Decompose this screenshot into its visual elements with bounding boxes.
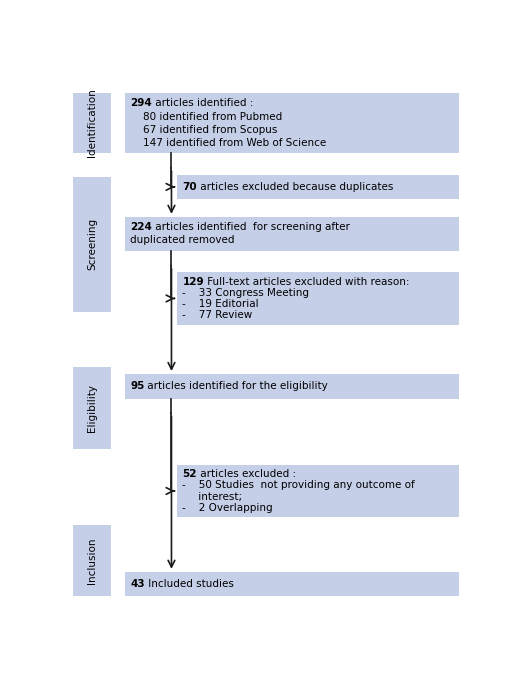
Text: Full-text articles excluded with reason:: Full-text articles excluded with reason:: [204, 277, 409, 287]
Text: articles identified :: articles identified :: [152, 99, 253, 108]
Text: Included studies: Included studies: [145, 579, 234, 589]
FancyBboxPatch shape: [73, 525, 111, 597]
Text: 294: 294: [130, 99, 152, 108]
Text: -    19 Editorial: - 19 Editorial: [182, 299, 259, 309]
Text: 95: 95: [130, 382, 144, 391]
FancyBboxPatch shape: [73, 92, 111, 153]
Text: -    33 Congress Meeting: - 33 Congress Meeting: [182, 288, 309, 298]
FancyBboxPatch shape: [125, 92, 459, 153]
Text: Eligibility: Eligibility: [87, 384, 97, 432]
FancyBboxPatch shape: [177, 272, 459, 325]
Text: -    50 Studies  not providing any outcome of: - 50 Studies not providing any outcome o…: [182, 480, 415, 490]
FancyBboxPatch shape: [73, 177, 111, 312]
FancyBboxPatch shape: [177, 175, 459, 199]
FancyBboxPatch shape: [177, 464, 459, 517]
FancyBboxPatch shape: [73, 367, 111, 449]
FancyBboxPatch shape: [125, 572, 459, 597]
Text: 52: 52: [182, 469, 197, 479]
FancyBboxPatch shape: [125, 216, 459, 251]
Text: duplicated removed: duplicated removed: [130, 236, 235, 245]
Text: Inclusion: Inclusion: [87, 538, 97, 584]
Text: Screening: Screening: [87, 219, 97, 271]
Text: -    77 Review: - 77 Review: [182, 310, 253, 320]
FancyBboxPatch shape: [125, 374, 459, 399]
Text: articles excluded because duplicates: articles excluded because duplicates: [197, 182, 393, 192]
Text: -    2 Overlapping: - 2 Overlapping: [182, 503, 273, 512]
Text: 147 identified from Web of Science: 147 identified from Web of Science: [130, 138, 326, 148]
Text: 67 identified from Scopus: 67 identified from Scopus: [130, 125, 278, 135]
Text: Identification: Identification: [87, 88, 97, 158]
Text: 70: 70: [182, 182, 197, 192]
Text: interest;: interest;: [182, 492, 242, 501]
Text: articles identified for the eligibility: articles identified for the eligibility: [144, 382, 328, 391]
Text: articles identified  for screening after: articles identified for screening after: [152, 223, 350, 232]
Text: articles excluded :: articles excluded :: [197, 469, 296, 479]
Text: 129: 129: [182, 277, 204, 287]
Text: 80 identified from Pubmed: 80 identified from Pubmed: [130, 112, 282, 121]
Text: 43: 43: [130, 579, 145, 589]
Text: 224: 224: [130, 223, 152, 232]
